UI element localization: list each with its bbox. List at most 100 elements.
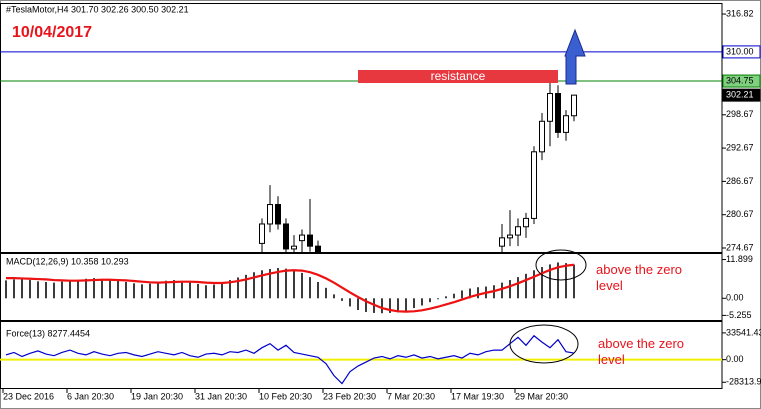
date-label: 10/04/2017 bbox=[12, 24, 92, 41]
histogram-bar bbox=[13, 279, 15, 299]
y-tick-label: 304.75 bbox=[726, 75, 754, 85]
histogram-bar bbox=[565, 263, 567, 299]
histogram-bar bbox=[293, 270, 295, 299]
price-box bbox=[722, 88, 761, 102]
histogram-bar bbox=[397, 298, 399, 313]
histogram-bar bbox=[213, 284, 215, 299]
histogram-bar bbox=[21, 278, 23, 299]
histogram-bar bbox=[389, 298, 391, 313]
candle-body bbox=[275, 204, 281, 225]
x-tick-label: 7 Mar 20:30 bbox=[387, 391, 435, 401]
candle-body bbox=[291, 245, 297, 250]
histogram-bar bbox=[445, 296, 447, 299]
macd-panel bbox=[0, 253, 723, 321]
force-panel bbox=[0, 321, 723, 389]
histogram-bar bbox=[85, 278, 87, 299]
y-tick-label: 302.21 bbox=[726, 90, 754, 100]
signal-line bbox=[6, 263, 575, 313]
force-annotation: above the zero level bbox=[598, 336, 685, 367]
candle-body bbox=[507, 234, 513, 239]
y-tick-label: 286.67 bbox=[726, 176, 754, 186]
force-line bbox=[5, 334, 575, 385]
highlight-ellipse bbox=[509, 324, 579, 364]
candle-body bbox=[259, 223, 265, 244]
x-tick-label: 19 Jan 20:30 bbox=[131, 391, 183, 401]
histogram-bar bbox=[301, 272, 303, 299]
candle-body bbox=[499, 237, 505, 247]
histogram-bar bbox=[381, 298, 383, 314]
y-tick-label: 316.82 bbox=[726, 8, 754, 18]
x-tick-label: 10 Feb 20:30 bbox=[259, 391, 312, 401]
histogram-bar bbox=[573, 264, 575, 299]
histogram-bar bbox=[77, 279, 79, 299]
histogram-bar bbox=[501, 282, 503, 299]
histogram-bar bbox=[541, 267, 543, 299]
histogram-bar bbox=[165, 280, 167, 299]
histogram-bar bbox=[117, 281, 119, 299]
candle-body bbox=[515, 226, 521, 236]
histogram-bar bbox=[429, 298, 431, 303]
x-tick-label: 23 Feb 20:30 bbox=[323, 391, 376, 401]
histogram-bar bbox=[357, 298, 359, 311]
histogram-bar bbox=[421, 298, 423, 306]
histogram-bar bbox=[141, 284, 143, 299]
highlight-ellipse bbox=[535, 249, 587, 281]
candle-body bbox=[555, 93, 561, 133]
histogram-bar bbox=[245, 274, 247, 299]
resistance-box bbox=[358, 70, 558, 83]
histogram-bar bbox=[229, 280, 231, 299]
price-box bbox=[722, 74, 761, 88]
x-tick-label: 17 Mar 19:30 bbox=[451, 391, 504, 401]
candle-body bbox=[571, 94, 577, 117]
plot-layer: 316.82 310.00 304.75 302.21 298.67 292.67 286.… bbox=[0, 8, 761, 401]
histogram-bar bbox=[101, 279, 103, 299]
histogram-bar bbox=[285, 268, 287, 299]
histogram-bar bbox=[93, 278, 95, 299]
histogram-bar bbox=[525, 273, 527, 299]
y-tick-label: -5.255 bbox=[726, 310, 752, 320]
histogram-bar bbox=[405, 298, 407, 311]
price-box bbox=[722, 45, 761, 59]
histogram-bar bbox=[437, 298, 439, 300]
x-tick-label: 23 Dec 2016 bbox=[3, 391, 54, 401]
histogram-bar bbox=[469, 288, 471, 299]
candle-body bbox=[283, 223, 289, 250]
histogram-bar bbox=[477, 287, 479, 299]
histogram-bar bbox=[69, 280, 71, 299]
trend-line bbox=[547, 177, 573, 246]
y-tick-label: 0.00 bbox=[726, 354, 744, 364]
histogram-bar bbox=[37, 281, 39, 299]
force-title: Force(13) 8277.4454 bbox=[6, 328, 90, 338]
histogram-bar bbox=[277, 268, 279, 299]
histogram-bar bbox=[133, 283, 135, 299]
histogram-bar bbox=[261, 270, 263, 299]
histogram-bar bbox=[189, 282, 191, 299]
histogram-bar bbox=[533, 270, 535, 299]
candles bbox=[259, 82, 577, 252]
histogram-bar bbox=[109, 280, 111, 299]
price-title: #TeslaMotor,H4 301.70 302.26 300.50 302.… bbox=[6, 4, 189, 14]
histogram-bar bbox=[309, 277, 311, 299]
histogram-bar bbox=[341, 298, 343, 301]
histogram-bar bbox=[269, 268, 271, 299]
histogram-bar bbox=[53, 282, 55, 299]
histogram-bar bbox=[333, 294, 335, 299]
histogram-bar bbox=[221, 282, 223, 299]
candle-body bbox=[531, 151, 537, 219]
histogram-bar bbox=[173, 280, 175, 299]
candle-body bbox=[307, 234, 313, 247]
force bbox=[0, 334, 722, 385]
x-tick-label: 31 Jan 20:30 bbox=[195, 391, 247, 401]
y-tick-label: 298.67 bbox=[726, 109, 754, 119]
histogram-bar bbox=[181, 281, 183, 299]
candle-body bbox=[299, 234, 305, 242]
macd-annotation: above the zero level bbox=[596, 262, 683, 293]
y-tick-label: -28313.9 bbox=[726, 377, 761, 387]
histogram-bar bbox=[549, 264, 551, 299]
histogram-bar bbox=[157, 282, 159, 299]
up-arrow bbox=[564, 28, 586, 85]
histogram-bar bbox=[413, 298, 415, 309]
macd-title: MACD(12,26,9) 10.358 10.293 bbox=[6, 256, 129, 266]
